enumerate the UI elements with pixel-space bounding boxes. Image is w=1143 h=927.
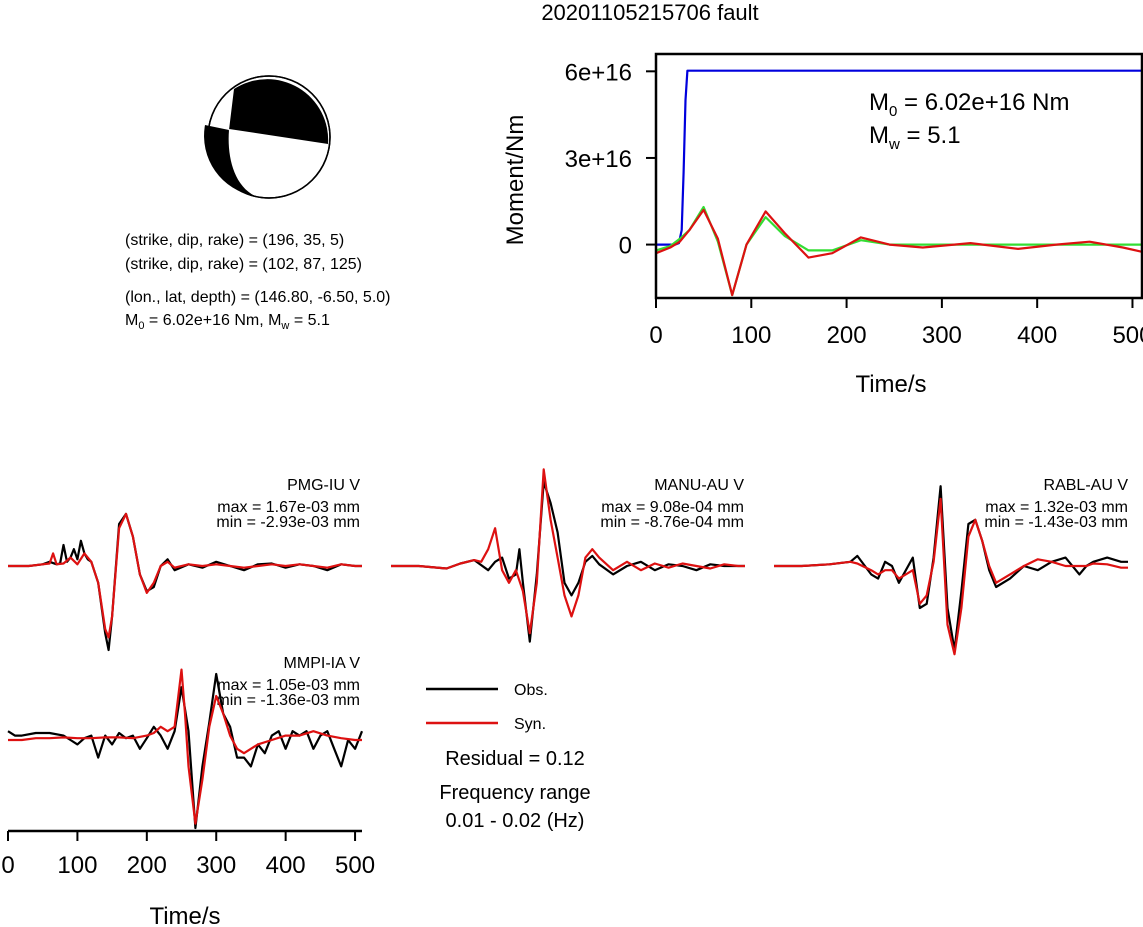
max-label-pmg: max = 1.67e-03 mm [217,499,360,516]
trace-series-pmg [8,512,362,652]
residual-text: Residual = 0.12 [445,748,585,770]
station-label-mmpi: MMPI-IA V [283,655,360,672]
beachball-compression-lower [204,125,255,196]
m0-subscript: 0 [138,320,145,333]
trace-x-tick-label: 400 [266,852,306,879]
legend-obs-label: Obs. [514,682,548,699]
trace-x-tick-label: 300 [196,852,236,879]
moment-x-ticks: 0 100 200 300 400 500 [649,298,1143,349]
m0-symbol: M [125,312,139,329]
moment-x-tick-label: 500 [1112,322,1143,349]
trace-x-label: Time/s [149,903,220,927]
max-label-mmpi: max = 1.05e-03 mm [217,677,360,694]
trace-pmg-iu-syn [8,512,362,639]
moment-annotation-m0: M0 = 6.02e+16 Nm [869,89,1069,120]
trace-pmg [8,512,362,652]
moment-x-label: Time/s [855,371,926,398]
legend: Obs. Syn. [426,682,548,733]
trace-rabl-au-syn [774,497,1128,656]
moment-annotation-mw: Mw = 5.1 [869,122,961,153]
mw-subscript: w [281,320,290,333]
trace-series-mmpi [7,668,364,830]
trace-pmg-iu-obs [8,512,362,652]
mw-value: = 5.1 [289,312,330,329]
legend-syn-label: Syn. [514,716,546,733]
trace-x-tick-label: 100 [57,852,97,879]
trace-manu-au-obs [391,480,745,643]
trace-x-ticks: 0 100 200 300 400 500 [1,831,375,879]
frequency-title: Frequency range [439,782,591,804]
trace-x-tick-label: 0 [1,852,14,879]
min-label-manu: min = -8.76e-04 mm [600,514,744,531]
moment-x-tick-label: 200 [827,322,867,349]
frequency-value: 0.01 - 0.02 (Hz) [445,810,585,832]
max-label-rabl: max = 1.32e-03 mm [985,499,1128,516]
magnitude-text: M0 = 6.02e+16 Nm, Mw = 5.1 [125,312,330,332]
location-text: (lon., lat, depth) = (146.80, -6.50, 5.0… [125,289,391,306]
moment-chart: 0 100 200 300 400 500 0 3e+16 6e+16 Moment/Nm T… [502,52,1143,398]
max-label-manu: max = 9.08e-04 mm [601,499,744,516]
m0-value: = 6.02e+16 Nm, M [144,312,282,329]
trace-x-tick-label: 200 [127,852,167,879]
moment-x-tick-label: 100 [731,322,771,349]
min-label-mmpi: min = -1.36e-03 mm [216,692,360,709]
beachball-icon [204,75,331,199]
moment-y-tick-label: 6e+16 [565,59,632,86]
moment-x-tick-label: 0 [649,322,662,349]
station-label-rabl: RABL-AU V [1043,477,1128,494]
moment-series-group [655,69,1143,297]
trace-mmpi: 0 100 200 300 400 500 Time/s [1,668,375,927]
trace-mmpi-ia-obs [7,672,364,830]
moment-y-ticks: 0 3e+16 6e+16 [565,59,1143,260]
trace-rabl [774,485,1128,656]
trace-rabl-au-obs [774,485,1128,652]
min-label-pmg: min = -2.93e-03 mm [216,514,360,531]
moment-line-series-2 [655,208,1143,297]
moment-plot-frame [654,52,1143,300]
plane1-text: (strike, dip, rake) = (196, 35, 5) [125,232,345,249]
moment-y-label: Moment/Nm [502,115,529,246]
plane2-text: (strike, dip, rake) = (102, 87, 125) [125,256,362,273]
station-label-pmg: PMG-IU V [287,477,360,494]
station-label-manu: MANU-AU V [654,477,744,494]
moment-x-tick-label: 400 [1017,322,1057,349]
moment-y-tick-label: 0 [619,233,632,260]
trace-x-tick-label: 500 [335,852,375,879]
moment-y-tick-label: 3e+16 [565,146,632,173]
figure-title: 20201105215706 fault [541,0,759,25]
trace-manu [391,468,745,643]
trace-manu-au-syn [391,468,745,635]
min-label-rabl: min = -1.43e-03 mm [984,514,1128,531]
trace-mmpi-ia-syn [8,668,362,825]
trace-series-manu [391,468,745,643]
beachball-compression-upper [229,79,329,145]
moment-x-tick-label: 300 [922,322,962,349]
trace-series-rabl [774,485,1128,656]
